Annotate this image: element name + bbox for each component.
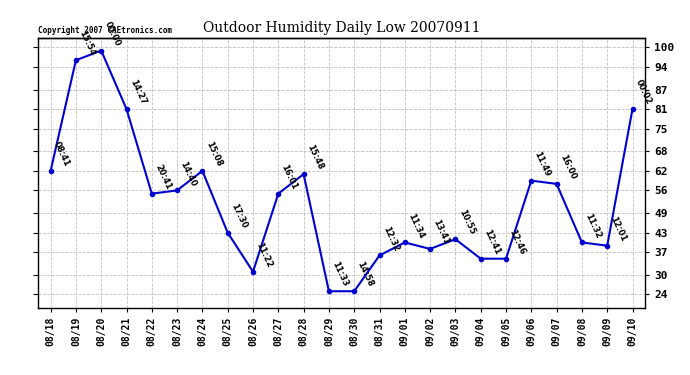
Text: 13:41: 13:41 <box>431 218 451 246</box>
Text: 00:00: 00:00 <box>103 20 122 48</box>
Text: 15:08: 15:08 <box>204 140 223 168</box>
Text: 11:49: 11:49 <box>533 150 552 178</box>
Text: 11:34: 11:34 <box>406 211 426 240</box>
Text: 10:55: 10:55 <box>457 209 476 236</box>
Text: 15:48: 15:48 <box>305 143 324 171</box>
Text: 14:27: 14:27 <box>128 78 148 106</box>
Title: Outdoor Humidity Daily Low 20070911: Outdoor Humidity Daily Low 20070911 <box>203 21 480 35</box>
Text: 12:01: 12:01 <box>609 215 628 243</box>
Text: 11:32: 11:32 <box>583 211 603 240</box>
Text: 12:46: 12:46 <box>507 228 527 256</box>
Text: 16:01: 16:01 <box>279 163 299 191</box>
Text: 11:22: 11:22 <box>255 241 274 269</box>
Text: 15:54: 15:54 <box>77 29 97 57</box>
Text: 14:40: 14:40 <box>179 160 198 188</box>
Text: 14:58: 14:58 <box>355 260 375 288</box>
Text: 11:33: 11:33 <box>331 261 350 288</box>
Text: 17:30: 17:30 <box>229 202 248 230</box>
Text: 00:02: 00:02 <box>634 78 653 106</box>
Text: 20:41: 20:41 <box>153 163 172 191</box>
Text: Copyright 2007 CAEtronics.com: Copyright 2007 CAEtronics.com <box>38 26 172 35</box>
Text: 12:41: 12:41 <box>482 228 502 256</box>
Text: 12:32: 12:32 <box>381 225 400 253</box>
Text: 08:41: 08:41 <box>52 140 71 168</box>
Text: 16:00: 16:00 <box>558 153 578 181</box>
